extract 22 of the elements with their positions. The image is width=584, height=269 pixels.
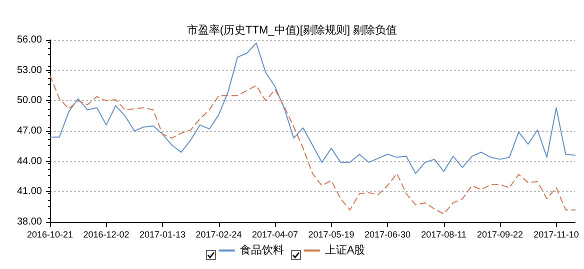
y-tick-label: 53.00 bbox=[16, 64, 42, 76]
x-tick-label: 2017-02-24 bbox=[196, 230, 242, 240]
x-tick-label: 2016-12-02 bbox=[83, 230, 130, 240]
x-tick-label: 2017-08-11 bbox=[421, 230, 466, 240]
y-tick-label: 50.00 bbox=[16, 95, 42, 106]
x-tick-label: 2016-10-21 bbox=[26, 230, 74, 240]
x-tick-label: 2017-11-10 bbox=[534, 230, 579, 240]
y-tick-label: 47.00 bbox=[16, 126, 42, 136]
x-tick-label: 2017-09-22 bbox=[476, 230, 524, 240]
y-tick-label: 44.00 bbox=[16, 156, 42, 167]
y-tick-label: 41.00 bbox=[16, 186, 42, 198]
y-tick-label: 38.00 bbox=[16, 216, 42, 228]
y-tick-label: 56.00 bbox=[16, 34, 42, 46]
x-tick-label: 2017-06-30 bbox=[364, 230, 411, 240]
line-series bbox=[50, 74, 576, 214]
chart-title: 市盈率(历史TTM_中值)[剔除规则] 剔除负值 bbox=[186, 24, 398, 36]
legend-label: 上证A股 bbox=[324, 244, 366, 256]
x-tick-label: 2017-05-19 bbox=[308, 230, 354, 240]
line-series bbox=[50, 42, 576, 174]
x-tick-label: 2017-04-07 bbox=[252, 230, 298, 240]
legend-label: 食品饮料 bbox=[240, 244, 284, 256]
x-tick-label: 2017-01-13 bbox=[139, 230, 186, 240]
